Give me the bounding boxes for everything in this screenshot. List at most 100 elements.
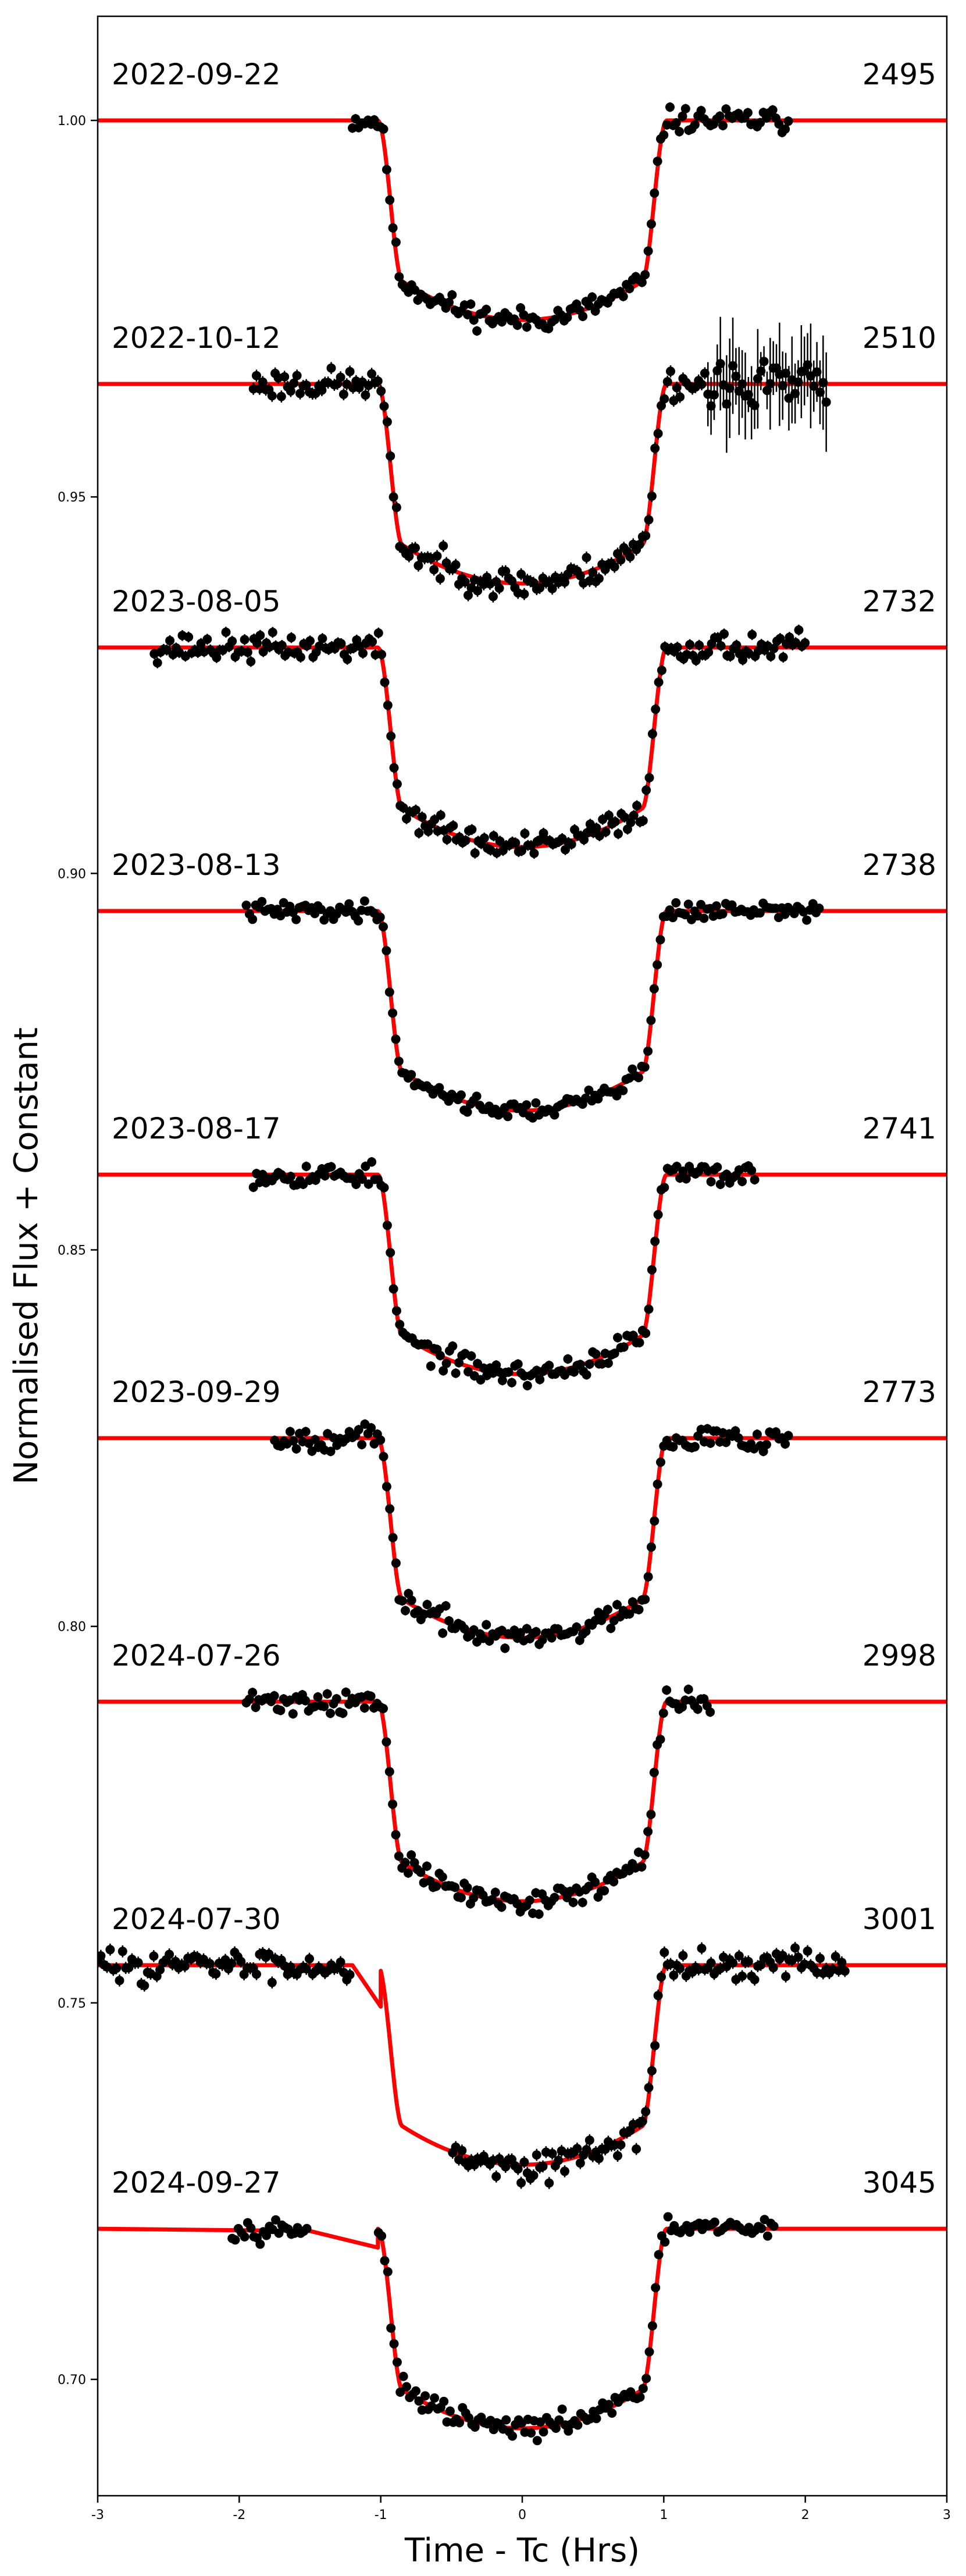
data-point (252, 638, 262, 648)
data-point (411, 543, 420, 553)
data-point (531, 1098, 541, 1108)
data-point (432, 551, 442, 561)
data-point (361, 390, 370, 400)
y-axis-title: Normalised Flux + Constant (8, 1027, 45, 1485)
data-point (660, 1183, 669, 1193)
data-point (380, 2256, 390, 2265)
data-point (560, 2166, 569, 2176)
data-point (358, 1174, 367, 1184)
data-point (534, 1909, 544, 1919)
data-point (345, 367, 355, 376)
data-point (379, 1451, 388, 1461)
model-curve-2510 (98, 382, 947, 586)
data-point (815, 1954, 825, 1963)
data-point (462, 1883, 472, 1892)
data-point (501, 2415, 511, 2425)
data-point (584, 2135, 594, 2145)
data-point (672, 1162, 682, 1171)
data-point (484, 1636, 494, 1646)
data-point (650, 443, 660, 453)
data-point (774, 119, 784, 129)
data-point (644, 2083, 654, 2093)
data-point (800, 638, 810, 648)
data-point (382, 946, 391, 956)
data-point (759, 357, 769, 367)
data-point (640, 270, 650, 280)
data-point (469, 1893, 479, 1903)
data-point (373, 628, 383, 638)
model-curve-2738 (98, 909, 947, 1113)
data-point (389, 2339, 399, 2349)
model-curve-2741 (98, 1172, 947, 1376)
data-point (668, 913, 678, 923)
data-point (728, 361, 738, 371)
data-point (532, 2150, 541, 2160)
data-point (658, 1708, 668, 1718)
data-point (379, 124, 388, 134)
data-point (401, 1606, 410, 1616)
data-point (635, 540, 644, 550)
data-point (165, 1949, 174, 1959)
data-point (305, 1954, 314, 1963)
data-point (578, 1898, 587, 1908)
data-point (635, 2392, 645, 2402)
data-point (649, 984, 659, 994)
data-point (654, 2250, 664, 2260)
data-point (375, 912, 385, 922)
data-point (544, 1361, 554, 1371)
data-point (451, 1368, 461, 1378)
data-point (547, 1633, 557, 1643)
data-point (766, 652, 776, 661)
data-point (435, 1351, 445, 1361)
data-point (115, 1976, 124, 1986)
data-point (659, 130, 669, 140)
data-point (637, 277, 647, 287)
data-point (368, 637, 377, 646)
data-point (719, 629, 729, 639)
data-point (594, 574, 604, 583)
data-point (461, 835, 470, 845)
data-point (653, 1479, 662, 1489)
data-point (734, 386, 744, 396)
data-point (491, 1360, 501, 1370)
data-point (566, 839, 576, 849)
data-point (655, 935, 665, 945)
data-point (691, 656, 701, 666)
data-point (317, 385, 327, 395)
data-point (516, 303, 526, 313)
data-point (497, 1902, 507, 1912)
data-point (603, 1604, 612, 1614)
data-point (497, 1376, 507, 1385)
data-point (579, 835, 589, 845)
data-point (318, 634, 327, 643)
data-point (384, 1767, 394, 1777)
data-point (417, 812, 427, 822)
data-point (710, 390, 719, 400)
data-point (680, 104, 690, 113)
data-point (376, 386, 386, 396)
series-points-3045 (227, 2212, 779, 2446)
y-axis: 1.00 0.95 0.90 0.85 0.80 0.75 0.70 (58, 114, 98, 2388)
data-point (454, 1358, 464, 1368)
data-point (450, 1883, 460, 1892)
data-point (380, 677, 390, 687)
data-point (286, 1172, 295, 1182)
data-point (338, 389, 348, 399)
data-point (575, 2158, 585, 2168)
data-point (457, 2146, 467, 2155)
data-point (802, 915, 812, 925)
data-point (319, 1702, 329, 1712)
data-point (614, 829, 623, 839)
data-point (504, 1367, 514, 1377)
data-point (383, 2267, 393, 2276)
data-point (564, 2426, 573, 2436)
data-point (491, 2172, 501, 2182)
data-point (397, 1596, 407, 1606)
date-label-2510: 2022-10-12 (112, 321, 281, 355)
data-point (815, 387, 825, 397)
data-point (653, 1209, 663, 1219)
data-point (503, 1112, 513, 1122)
data-point (439, 541, 448, 551)
y-tick-label: 0.70 (58, 2373, 86, 2388)
